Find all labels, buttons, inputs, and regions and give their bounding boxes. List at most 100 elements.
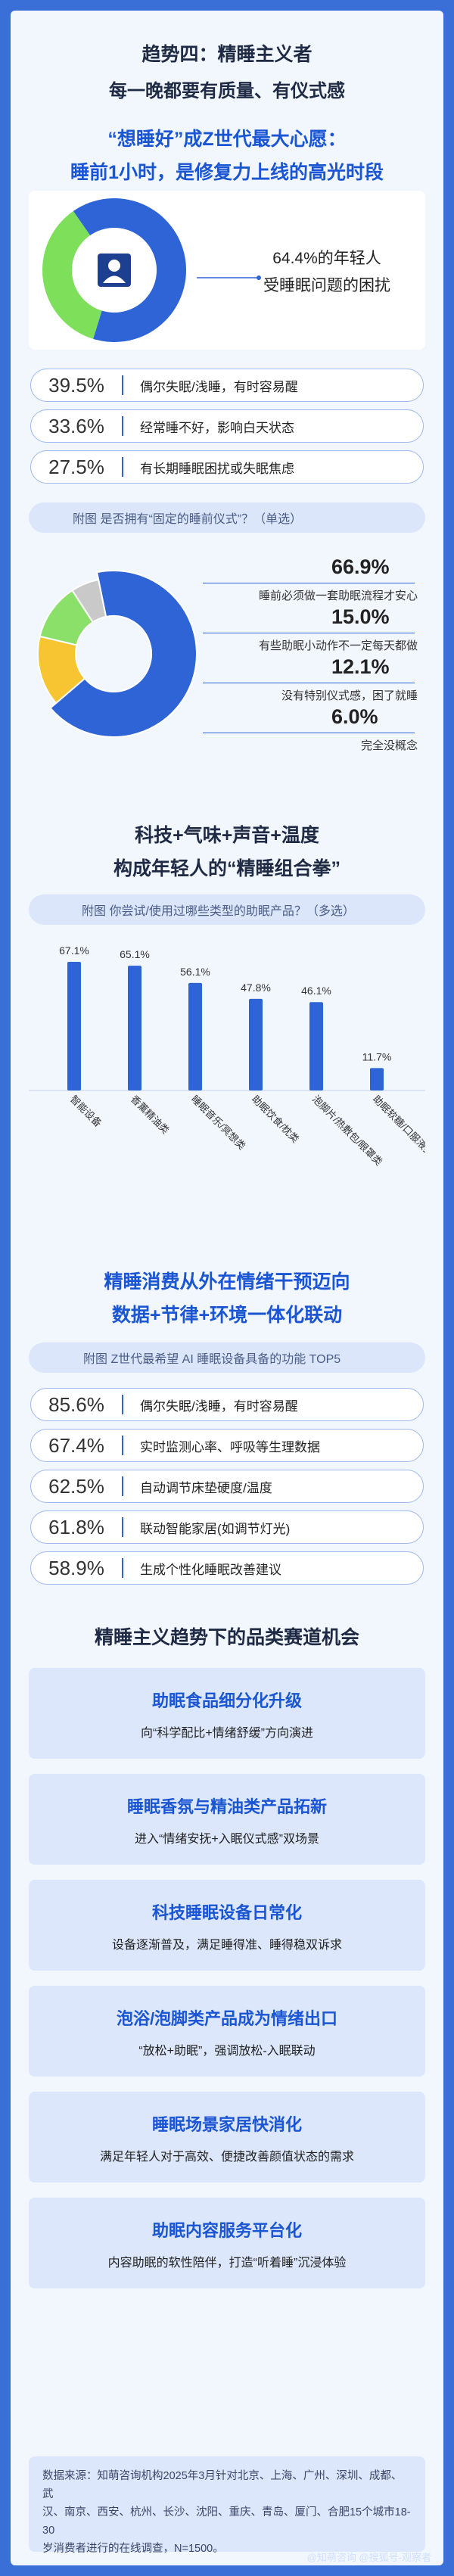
ai-feature-row: 62.5% 自动调节床垫硬度/温度 [30, 1470, 424, 1503]
product-category-label: 睡眠音乐/冥想类 [189, 1094, 248, 1153]
opportunity-desc: 满足年轻人对于高效、便捷改善颜值状态的需求 [99, 2151, 354, 2164]
product-bar [370, 1068, 384, 1090]
product-banner-text: 附图 你尝试/使用过哪些类型的助眠产品？（多选） [82, 905, 355, 918]
section5-title: 精睡主义趋势下的品类赛道机会 [11, 1622, 443, 1650]
opportunity-desc: 进入“情绪安抚+入眠仪式感”双场景 [134, 1833, 319, 1846]
product-category-label: 泡脚片/热敷包/眼罩类 [310, 1094, 384, 1168]
ritual-legend-value: 6.0% [331, 705, 378, 728]
product-category-label: 助眠软糖/口服液类 [371, 1094, 425, 1159]
sleep-problem-row: 27.5% 有长期睡眠困扰或失眠焦虑 [30, 450, 424, 484]
opportunity-card: 睡眠场景家居快消化 满足年轻人对于高效、便捷改善颜值状态的需求 [29, 2092, 425, 2182]
opportunity-desc: 设备逐渐普及，满足睡得准、睡得稳双诉求 [111, 1939, 342, 1952]
header-title: 趋势四：精睡主义者 [141, 44, 313, 65]
product-bar-value: 56.1% [180, 966, 210, 978]
product-bar-value: 67.1% [59, 944, 89, 957]
product-bar [309, 1002, 323, 1090]
divider [122, 1558, 123, 1578]
sleep-problem-text: 偶尔失眠/浅睡，有时容易醒 [140, 379, 298, 394]
opportunity-title: 科技睡眠设备日常化 [151, 1903, 302, 1922]
footer-line3: 岁消费者进行的在线调查，N=1500。 [42, 2543, 224, 2555]
ai-feature-pct: 85.6% [48, 1392, 104, 1416]
sleep-problem-row: 39.5% 偶尔失眠/浅睡，有时容易醒 [30, 369, 424, 402]
ai-feature-text: 偶尔失眠/浅睡，有时容易醒 [140, 1398, 298, 1414]
ritual-legend-value: 66.9% [331, 555, 390, 578]
section5-title-text: 精睡主义趋势下的品类赛道机会 [94, 1627, 359, 1648]
opportunity-title: 睡眠香氛与精油类产品拓新 [126, 1797, 327, 1816]
section4-title: 精睡消费从外在情绪干预迈向 数据+节律+环境一体化联动 [11, 1267, 443, 1327]
ritual-legend-label: 有些助眠小动作不一定每天都做 [258, 639, 418, 652]
sleep-problem-text: 有长期睡眠困扰或失眠焦虑 [140, 461, 294, 476]
section1-title-line2: 睡前1小时，是修复力上线的高光时段 [70, 162, 384, 183]
ritual-chart: 66.9% 睡前必须做一套助眠流程才安心 15.0% 有些助眠小动作不一定每天都做 12… [29, 540, 425, 767]
sleep-problem-pct: 39.5% [48, 373, 104, 397]
opportunity-card: 助眠食品细分化升级 向“科学配比+情绪舒缓”方向演进 [29, 1668, 425, 1759]
ritual-slice-unaware [71, 578, 107, 624]
divider [122, 1436, 123, 1455]
footer-line2: 汉、南京、西安、杭州、长沙、沈阳、重庆、青岛、厦门、合肥15个城市18-30 [42, 2506, 411, 2537]
ai-feature-text: 实时监测心率、呼吸等生理数据 [140, 1439, 320, 1454]
donut-slice-unaffected [42, 210, 102, 339]
product-bar [249, 998, 263, 1090]
divider [122, 416, 123, 436]
ritual-banner-text: 附图 是否拥有“固定的睡前仪式”？（单选） [73, 513, 303, 526]
ritual-legend-label: 没有特别仪式感，困了就睡 [281, 689, 418, 702]
section3-title-line2: 构成年轻人的“精睡组合拳” [113, 858, 340, 879]
opportunity-card: 科技睡眠设备日常化设备逐渐普及，满足睡得准、睡得稳双诉求 [29, 1880, 425, 1971]
watermark: @知萌咨询 @搜狐号-观察者 [306, 2552, 431, 2563]
donut-caption: 64.4%的年轻人 受睡眠问题的困扰 [263, 245, 390, 300]
ritual-legend-label: 完全没概念 [360, 739, 418, 752]
opportunity-desc: “放松+助眠”，强调放松-入眠联动 [138, 2045, 316, 2058]
ai-feature-text: 联动智能家居(如调节灯光) [140, 1521, 291, 1536]
donut-caption-line2: 受睡眠问题的困扰 [263, 277, 390, 294]
sleep-problem-pct: 33.6% [48, 414, 104, 437]
ritual-slice-must [49, 570, 197, 738]
opportunity-title: 泡浴/泡脚类产品成为情绪出口 [116, 2009, 338, 2028]
sleep-problem-text: 经常睡不好，影响白天状态 [140, 420, 294, 435]
page-frame: 趋势四：精睡主义者 每一晚都要有质量、有仪式感 “想睡好”成Z世代最大心愿： 睡… [11, 11, 443, 2565]
section3-title: 科技+气味+声音+温度 构成年轻人的“精睡组合拳” [11, 820, 443, 881]
ai-feature-text: 生成个性化睡眠改善建议 [140, 1562, 281, 1577]
section1-title: “想睡好”成Z世代最大心愿： 睡前1小时，是修复力上线的高光时段 [11, 124, 443, 185]
ritual-donut [37, 570, 197, 738]
product-bar [67, 962, 81, 1090]
section3-title-line1: 科技+气味+声音+温度 [135, 825, 319, 846]
product-category-label: 香薰精油类 [129, 1094, 172, 1137]
header-subtitle: 每一晚都要有质量、有仪式感 [109, 81, 345, 101]
donut-caption-line1: 64.4%的年轻人 [272, 250, 381, 267]
page-header: 趋势四：精睡主义者 每一晚都要有质量、有仪式感 [11, 39, 443, 102]
opportunity-title: 助眠内容服务平台化 [151, 2221, 302, 2240]
ai-feature-text: 自动调节床垫硬度/温度 [140, 1480, 272, 1495]
data-source-footer: 数据来源：知萌咨询机构2025年3月针对北京、上海、广州、深圳、成都、武 汉、南… [29, 2456, 425, 2555]
opportunity-card: 睡眠香氛与精油类产品拓新进入“情绪安抚+入眠仪式感”双场景 [29, 1774, 425, 1865]
ai-feature-banner-text: 附图 Z世代最希望 AI 睡眠设备具备的功能 TOP5 [83, 1353, 341, 1366]
section4-title-line2: 数据+节律+环境一体化联动 [111, 1305, 343, 1326]
section1-title-line1: “想睡好”成Z世代最大心愿： [107, 129, 347, 150]
product-banner: 附图 你尝试/使用过哪些类型的助眠产品？（多选） [29, 894, 425, 925]
ai-feature-pct: 61.8% [48, 1515, 104, 1538]
divider [122, 1517, 123, 1537]
ai-feature-row: 58.9% 生成个性化睡眠改善建议 [30, 1551, 424, 1585]
donut-card: 64.4%的年轻人 受睡眠问题的困扰 [29, 191, 425, 350]
ai-feature-row: 61.8% 联动智能家居(如调节灯光) [30, 1510, 424, 1544]
connector-line [197, 275, 261, 280]
product-bar-value: 11.7% [362, 1050, 392, 1062]
sleep-problem-row: 33.6% 经常睡不好，影响白天状态 [30, 409, 424, 443]
opportunity-card: 助眠内容服务平台化内容助眠的软性陪伴，打造“听着睡”沉浸体验 [29, 2198, 425, 2288]
donut-slice-affected [73, 198, 186, 342]
product-category-label: 助眠饮食/枕类 [250, 1094, 301, 1145]
product-bar-value: 47.8% [241, 982, 271, 994]
ai-feature-pct: 62.5% [48, 1474, 104, 1498]
section4-title-line1: 精睡消费从外在情绪干预迈向 [104, 1271, 350, 1293]
person-icon [98, 254, 131, 287]
ai-feature-pct: 67.4% [48, 1433, 104, 1457]
opportunity-desc: 向“科学配比+情绪舒缓”方向演进 [140, 1727, 313, 1740]
ai-feature-row: 85.6% 偶尔失眠/浅睡，有时容易醒 [30, 1388, 424, 1421]
divider [122, 375, 123, 395]
product-bar [188, 982, 202, 1090]
footer-line1: 数据来源：知萌咨询机构2025年3月针对北京、上海、广州、深圳、成都、武 [42, 2470, 403, 2500]
ritual-banner: 附图 是否拥有“固定的睡前仪式”？（单选） [29, 502, 425, 533]
sleep-problem-donut [42, 198, 186, 342]
opportunity-desc: 内容助眠的软性陪伴，打造“听着睡”沉浸体验 [107, 2257, 347, 2270]
ritual-legend-label: 睡前必须做一套助眠流程才安心 [258, 590, 418, 602]
product-bar-value: 65.1% [120, 948, 150, 960]
